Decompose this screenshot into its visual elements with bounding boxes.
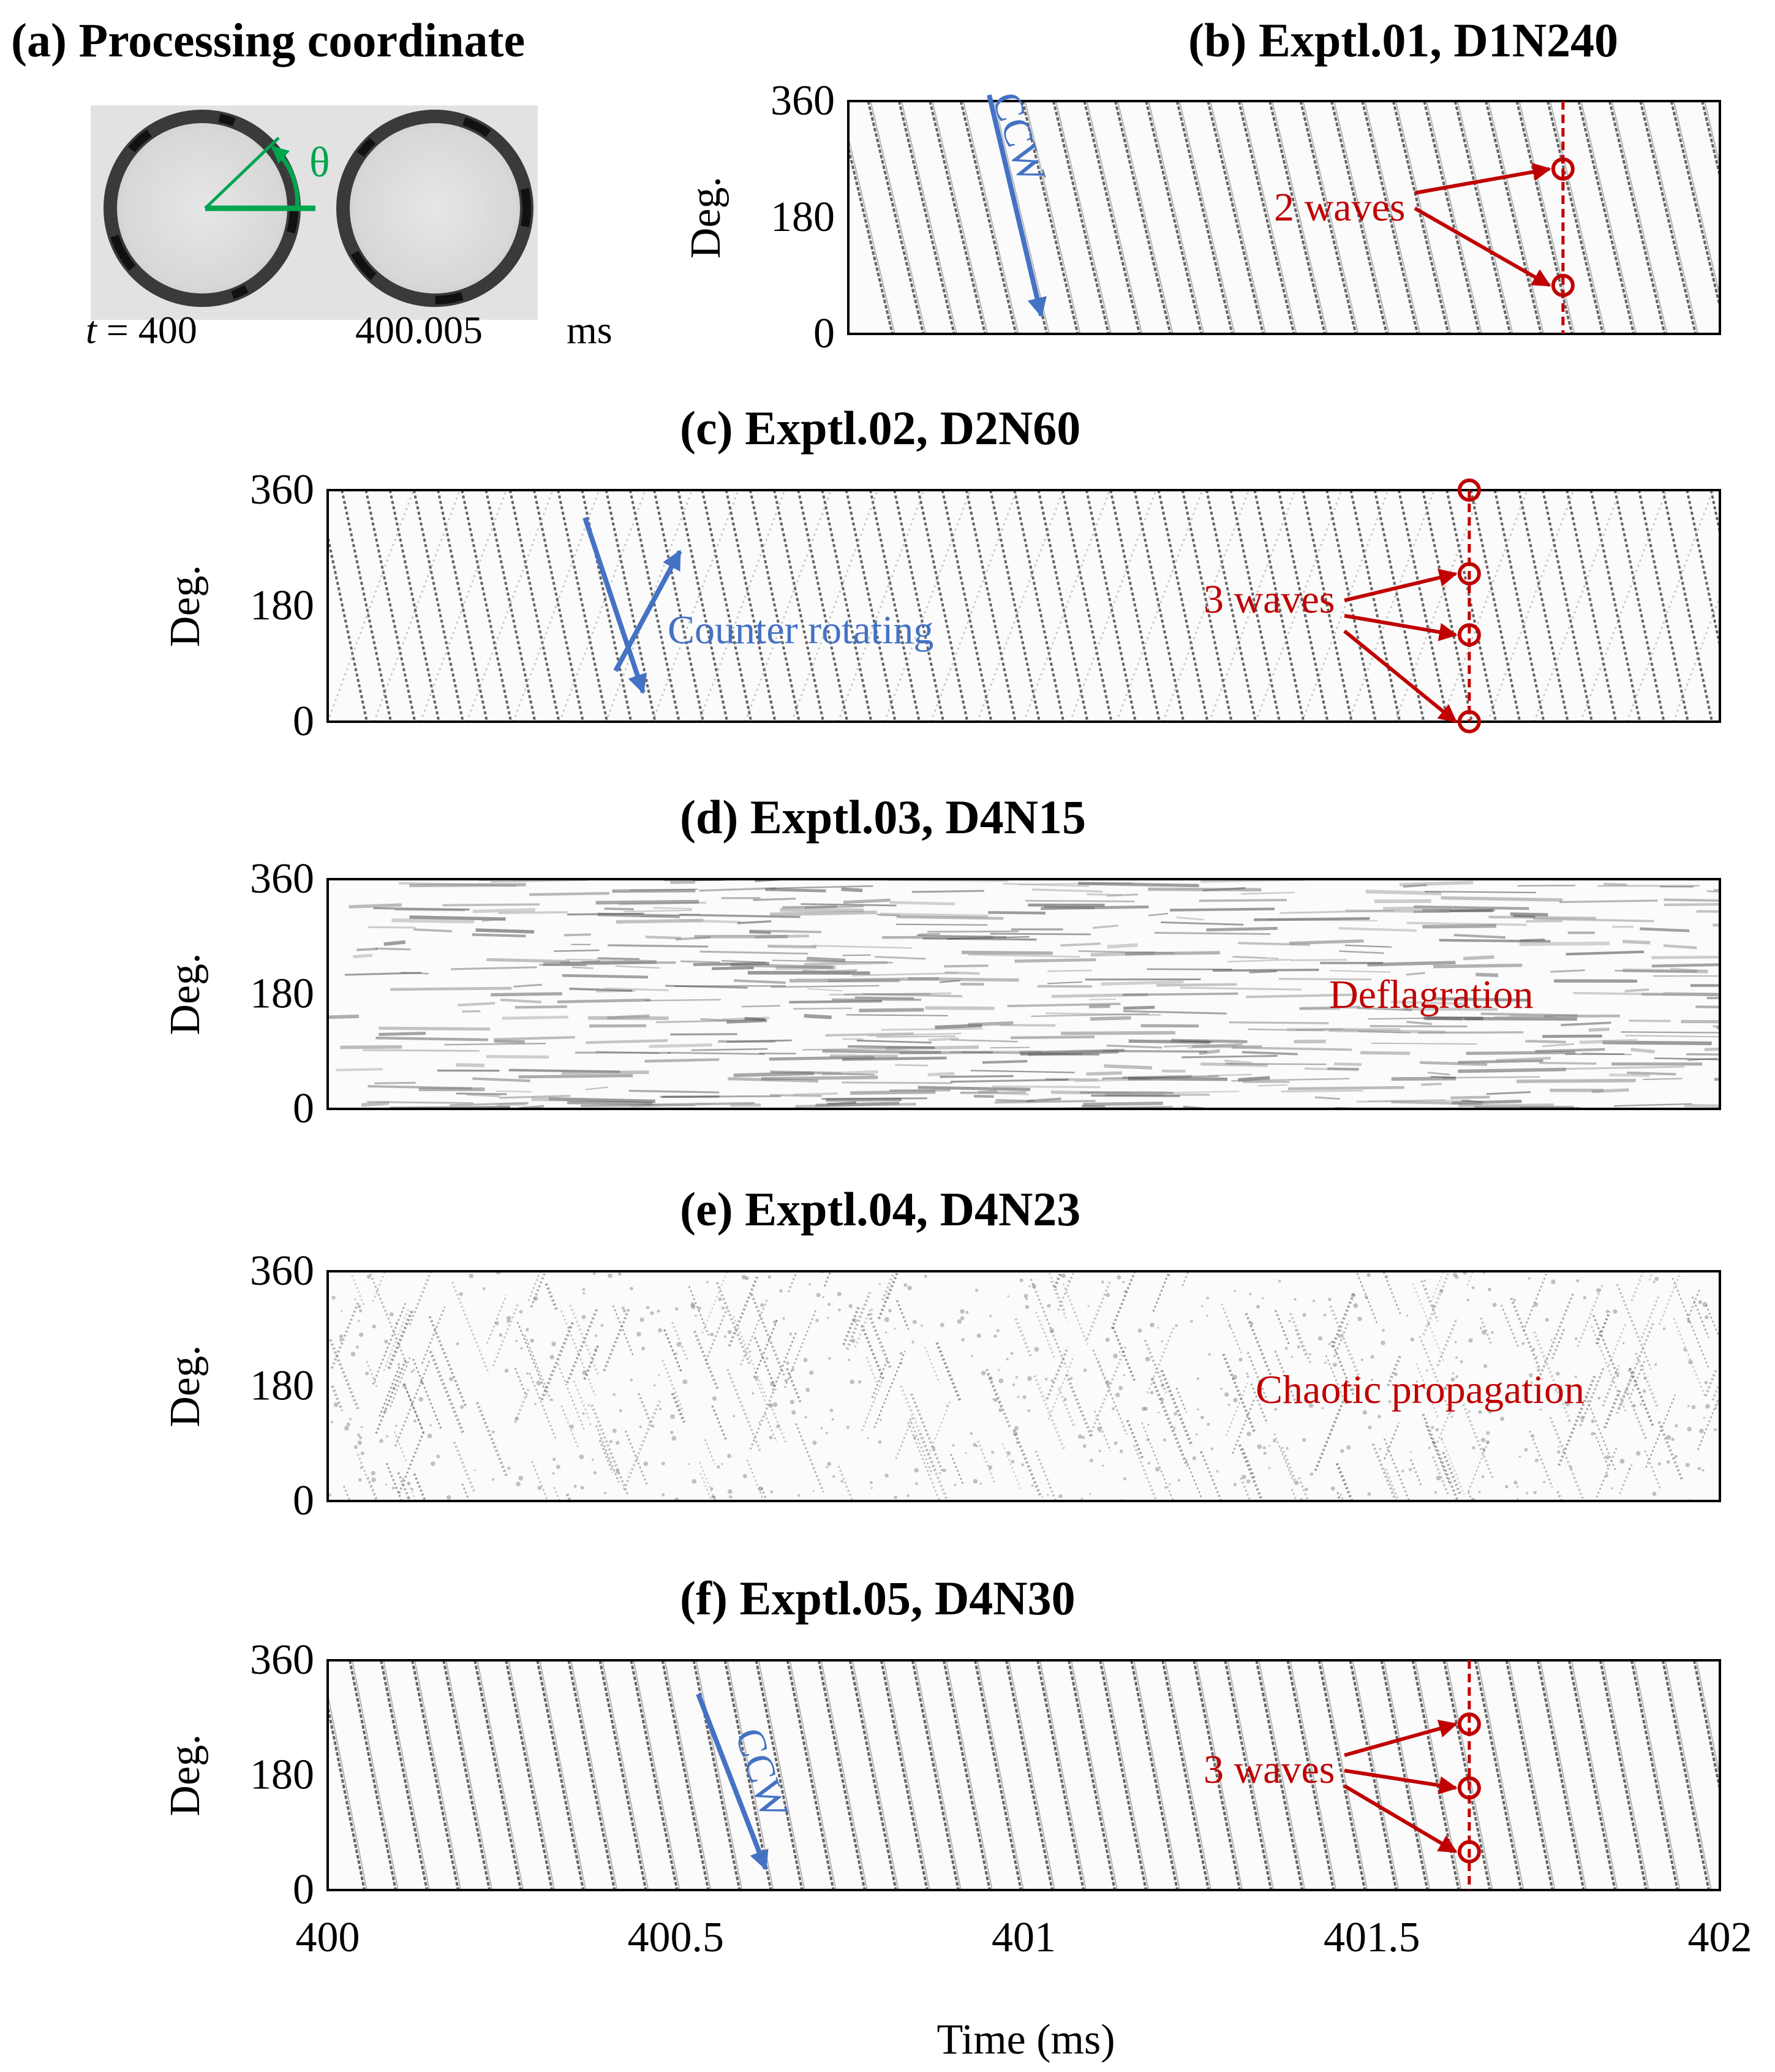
wave-pattern	[328, 879, 1720, 1109]
wave-pointer-arrow	[1343, 1784, 1458, 1854]
direction-arrow	[696, 1693, 769, 1870]
y-tick-label: 0	[293, 1866, 314, 1913]
theta-label: θ	[309, 139, 330, 186]
panel-title: (d) Exptl.03, D4N15	[680, 790, 1086, 844]
wave-marker	[1457, 1712, 1481, 1736]
panel-a: (a) Processing coordinate θ t = 400 400.…	[11, 13, 612, 352]
panel-e: (e) Exptl.04, D4N23 360 180 0 Deg. Chaotic pr…	[162, 1182, 1721, 1524]
y-tick-label: 180	[250, 1752, 314, 1799]
panel-title: (e) Exptl.04, D4N23	[680, 1182, 1080, 1236]
y-axis-label: Deg.	[162, 565, 209, 647]
wave-pointer-arrow	[1344, 614, 1458, 641]
y-tick-label: 180	[250, 1363, 314, 1410]
y-tick-label: 0	[293, 1477, 314, 1524]
plot-frame	[847, 100, 1721, 335]
x-tick-label: 400	[296, 1914, 360, 1961]
plot-area	[328, 490, 1720, 722]
wave-marker	[1551, 157, 1575, 181]
y-tick-label: 360	[771, 77, 835, 124]
wave-marker	[1551, 273, 1575, 297]
direction-arrow	[987, 94, 1047, 318]
y-tick-label: 360	[250, 466, 314, 513]
wave-marker	[1457, 1776, 1481, 1800]
y-tick-label: 180	[771, 194, 835, 241]
x-tick-label: 402	[1688, 1914, 1752, 1961]
panel-title: (b) Exptl.01, D1N240	[1188, 13, 1618, 67]
panel-d: (d) Exptl.03, D4N15 360 180 0 Deg. Deflagrati…	[162, 790, 1721, 1132]
plot-frame	[326, 878, 1721, 1110]
wave-pointer-arrow	[1414, 206, 1551, 287]
annotation-label: 2 waves	[1274, 185, 1405, 230]
direction-arrow	[613, 550, 682, 672]
time-label: t = 400	[86, 308, 197, 352]
y-tick-label: 180	[250, 582, 314, 629]
y-tick-label: 0	[293, 1085, 314, 1132]
plot-area	[328, 1660, 1720, 1890]
y-tick-label: 360	[250, 1636, 314, 1684]
annotation-label: 3 waves	[1204, 577, 1335, 622]
wave-marker	[1457, 1840, 1481, 1864]
wave-marker	[1457, 478, 1481, 502]
plot-frame	[326, 1659, 1721, 1891]
panel-title: (c) Exptl.02, D2N60	[680, 401, 1080, 455]
x-axis-label: Time (ms)	[936, 2016, 1115, 2063]
y-axis-label: Deg.	[162, 1734, 209, 1816]
y-tick-label: 0	[813, 310, 835, 357]
wave-marker	[1457, 710, 1481, 733]
wave-pattern	[328, 490, 1720, 722]
annotation-label: 3 waves	[1204, 1747, 1335, 1792]
wave-pointer-arrow	[1414, 162, 1551, 195]
annotation-label: Chaotic propagation	[1256, 1367, 1585, 1412]
y-tick-label: 180	[250, 970, 314, 1018]
theta-coordinate: θ	[204, 137, 330, 211]
wave-marker	[1457, 623, 1481, 647]
wave-pattern	[328, 1271, 1720, 1501]
time-unit: ms	[567, 308, 612, 352]
y-tick-label: 360	[250, 855, 314, 902]
wave-pointer-arrow	[1344, 1769, 1458, 1794]
x-tick-label: 400.5	[628, 1914, 725, 1961]
wave-marker	[1457, 562, 1481, 586]
combustor-frame-2	[336, 110, 533, 307]
y-axis-label: Deg.	[682, 176, 729, 259]
plot-frame	[326, 1270, 1721, 1502]
x-tick-label: 401.5	[1324, 1914, 1420, 1961]
plot-frame	[326, 489, 1721, 723]
y-tick-label: 360	[250, 1247, 314, 1295]
y-tick-label: 0	[293, 698, 314, 745]
direction-arrow	[582, 516, 647, 695]
annotation-label: Deflagration	[1329, 972, 1534, 1017]
time-label-2: 400.005	[355, 308, 483, 352]
theta-arc-arrow	[271, 145, 300, 209]
panel-a-title: (a) Processing coordinate	[11, 13, 525, 67]
wave-pattern	[328, 1660, 1720, 1890]
panel-title: (f) Exptl.05, D4N30	[680, 1571, 1076, 1625]
panel-c: (c) Exptl.02, D2N60 360 180 0 Deg. Counter ro…	[162, 401, 1721, 745]
y-axis-label: Deg.	[162, 953, 209, 1035]
wave-pointer-arrow	[1344, 569, 1458, 602]
x-axis: 400 400.5 401 401.5 402	[296, 1914, 1752, 1961]
plot-area	[328, 1271, 1720, 1501]
wave-pointer-arrow	[1344, 1719, 1458, 1757]
y-axis-label: Deg.	[162, 1345, 209, 1427]
direction-label: Counter rotating	[668, 608, 933, 652]
x-tick-label: 401	[992, 1914, 1056, 1961]
wave-pointer-arrow	[1343, 629, 1458, 724]
